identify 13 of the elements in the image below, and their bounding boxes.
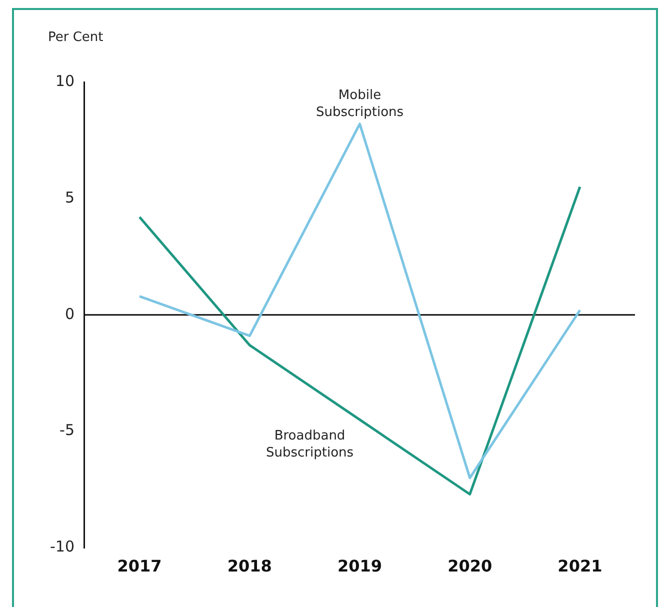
y-tick-label: 0 (64, 304, 74, 323)
x-tick-label: 2017 (117, 556, 162, 576)
y-tick-label: -5 (60, 421, 74, 440)
y-tick-label: 5 (64, 188, 74, 206)
x-tick-label: 2020 (448, 556, 492, 576)
series-label: Mobile Subscriptions (316, 88, 404, 120)
y-tick-label: -10 (50, 538, 74, 556)
x-tick-label: 2019 (337, 556, 382, 576)
y-tick-label: 10 (55, 72, 74, 90)
series-label: Broadband Subscriptions (266, 428, 354, 461)
x-tick-label: 2018 (227, 556, 272, 576)
x-tick-label: 2021 (558, 556, 602, 576)
y-axis-title: Per Cent (48, 30, 104, 45)
